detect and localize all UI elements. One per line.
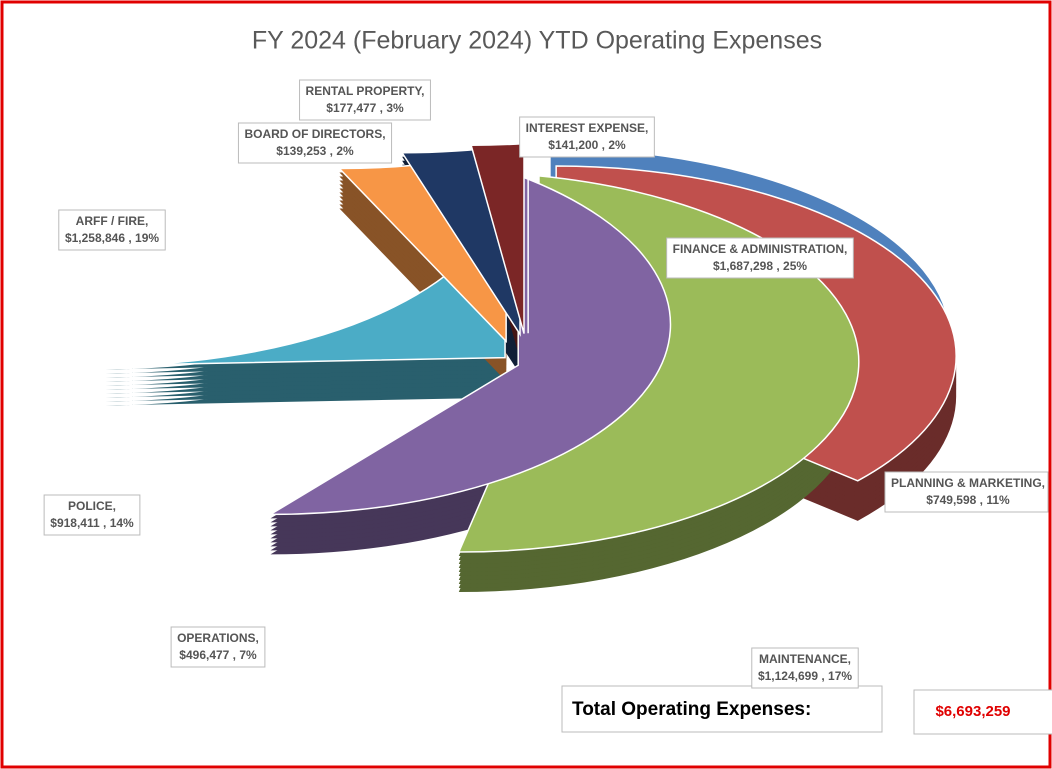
data-label: $749,598 , 11% (926, 493, 1010, 507)
label-value: $918,411 , (50, 516, 106, 530)
data-label: $139,253 , 2% (276, 144, 354, 158)
label-value: $141,200 , (548, 138, 605, 152)
data-label: $141,200 , 2% (548, 138, 626, 152)
data-label: $177,477 , 3% (326, 101, 404, 115)
label-percent: 3% (386, 101, 404, 115)
label-name: BOARD OF DIRECTORS, (244, 127, 385, 141)
slice (267, 174, 672, 516)
data-label: MAINTENANCE, (759, 652, 851, 666)
total-box (561, 685, 883, 733)
data-label: BOARD OF DIRECTORS, (244, 127, 385, 141)
data-label: INTEREST EXPENSE, (526, 121, 649, 135)
label-box (751, 647, 859, 689)
label-value: $496,477 , (179, 648, 236, 662)
label-percent: 2% (608, 138, 626, 152)
label-percent: 2% (336, 144, 354, 158)
label-percent: 14% (110, 516, 134, 530)
data-label: PLANNING & MARKETING, (891, 476, 1045, 490)
data-label: FINANCE & ADMINISTRATION, (673, 242, 848, 256)
label-box (170, 626, 266, 668)
label-name: POLICE, (68, 499, 116, 513)
total-value-box (913, 689, 1052, 735)
data-label: ARFF / FIRE, (76, 214, 149, 228)
data-label: $1,124,699 , 17% (758, 669, 852, 683)
label-name: ARFF / FIRE, (76, 214, 149, 228)
data-label: RENTAL PROPERTY, (306, 84, 425, 98)
label-box (666, 237, 854, 279)
label-percent: 17% (828, 669, 852, 683)
label-value: $749,598 , (926, 493, 983, 507)
label-value: $1,258,846 , (65, 231, 132, 245)
label-box (58, 209, 166, 251)
label-box (299, 79, 431, 121)
total-label: Total Operating Expenses: (572, 699, 811, 720)
label-percent: 19% (135, 231, 159, 245)
label-value: $177,477 , (326, 101, 383, 115)
label-percent: 11% (986, 493, 1010, 507)
label-percent: 25% (783, 259, 807, 273)
label-percent: 7% (239, 648, 257, 662)
label-name: MAINTENANCE, (759, 652, 851, 666)
data-label: $918,411 , 14% (50, 516, 134, 530)
data-label: $1,258,846 , 19% (65, 231, 159, 245)
chart-title: FY 2024 (February 2024) YTD Operating Ex… (252, 27, 822, 55)
label-name: INTEREST EXPENSE, (526, 121, 649, 135)
data-label: POLICE, (68, 499, 116, 513)
label-box (237, 122, 393, 164)
data-label: $496,477 , 7% (179, 648, 257, 662)
label-value: $1,124,699 , (758, 669, 825, 683)
label-box (884, 471, 1049, 513)
label-name: OPERATIONS, (177, 631, 259, 645)
data-label: OPERATIONS, (177, 631, 259, 645)
label-box (519, 116, 655, 158)
label-value: $139,253 , (276, 144, 333, 158)
label-name: RENTAL PROPERTY, (306, 84, 425, 98)
label-name: FINANCE & ADMINISTRATION, (673, 242, 848, 256)
label-value: $1,687,298 , (713, 259, 780, 273)
label-box (43, 494, 141, 536)
total-value: $6,693,259 (935, 703, 1010, 720)
pie (105, 142, 957, 593)
label-name: PLANNING & MARKETING, (891, 476, 1045, 490)
data-label: $1,687,298 , 25% (713, 259, 807, 273)
